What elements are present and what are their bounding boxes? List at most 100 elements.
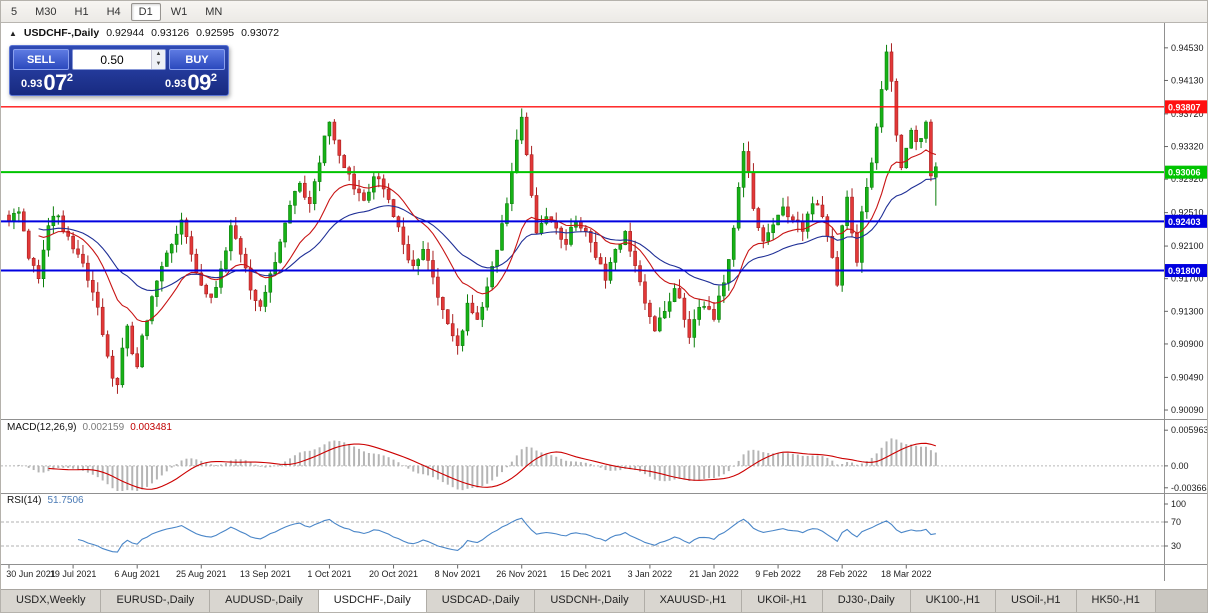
timeframe-button-h4[interactable]: H4	[106, 5, 121, 18]
price-tick: 0.90900	[1171, 339, 1204, 349]
rsi-value: 51.7506	[47, 495, 84, 506]
svg-text:0.93807: 0.93807	[1168, 102, 1201, 112]
chart-title: ▲ USDCHF-,Daily 0.92944 0.93126 0.92595 …	[9, 27, 279, 39]
price-tag-0.91800	[1165, 264, 1207, 278]
svg-text:25 Aug 2021: 25 Aug 2021	[176, 569, 227, 579]
svg-text:28 Feb 2022: 28 Feb 2022	[817, 569, 868, 579]
timeframe-button-5[interactable]: 5	[11, 5, 18, 18]
rsi-line	[77, 517, 936, 553]
chart-canvas[interactable]: 0.94530 0.94130 0.93720 0.93320 0.92920 0.925…	[1, 23, 1208, 591]
chart-tab-usdcnh-daily[interactable]: USDCNH-,Daily	[535, 590, 645, 612]
svg-text:30: 30	[1171, 541, 1181, 551]
svg-text:19 Jul 2021: 19 Jul 2021	[50, 569, 97, 579]
volume-input[interactable]	[73, 50, 151, 69]
sell-price-big: 07	[43, 70, 67, 95]
macd-label: MACD(12,26,9) 0.002159 0.003481	[7, 422, 172, 433]
price-tick: 0.94530	[1171, 43, 1204, 53]
svg-text:30 Jun 2021: 30 Jun 2021	[6, 569, 56, 579]
timeframe-button-m30[interactable]: M30	[35, 5, 57, 18]
buy-price[interactable]: 0.93 09 2	[164, 70, 217, 95]
svg-text:1 Oct 2021: 1 Oct 2021	[307, 569, 351, 579]
chart-tab-uk100-h1[interactable]: UK100-,H1	[910, 590, 997, 612]
buy-price-big: 09	[187, 70, 211, 95]
candles-layer	[7, 43, 938, 394]
ohlc-open: 0.92944	[106, 27, 145, 39]
svg-text:-0.003664: -0.003664	[1171, 483, 1208, 493]
timeframe-button-mn[interactable]: MN	[205, 5, 223, 18]
price-tag-0.92403	[1165, 214, 1207, 228]
svg-text:26 Nov 2021: 26 Nov 2021	[496, 569, 547, 579]
rsi-label: RSI(14) 51.7506	[7, 495, 84, 506]
chart-tab-usdx-weekly[interactable]: USDX,Weekly	[1, 590, 102, 612]
price-tick: 0.90090	[1171, 405, 1204, 415]
macd-main-value: 0.002159	[82, 422, 125, 433]
timeframe-button-d1[interactable]: D1	[130, 2, 161, 21]
svg-text:100: 100	[1171, 499, 1186, 509]
svg-text:0.00: 0.00	[1171, 461, 1189, 471]
sell-price-base: 0.93	[21, 78, 43, 90]
rsi-title: RSI(14)	[7, 495, 42, 506]
sell-price-sup: 2	[66, 72, 74, 84]
chart-tab-dj30-daily[interactable]: DJ30-,Daily	[822, 590, 911, 612]
svg-text:70: 70	[1171, 517, 1181, 527]
volume-input-group: ▲ ▼	[72, 49, 166, 70]
macd-signal-line	[48, 442, 937, 490]
timeframe-toolbar: 5 M30 H1 H4 D1 W1 MN	[1, 1, 1207, 23]
volume-decrease-button[interactable]: ▼	[152, 59, 165, 69]
buy-price-sup: 2	[210, 72, 217, 84]
svg-text:6 Aug 2021: 6 Aug 2021	[114, 569, 160, 579]
macd-layer	[1, 429, 1168, 491]
chart-area[interactable]: 0.94530 0.94130 0.93720 0.93320 0.92920 0.925…	[1, 23, 1208, 591]
symbol-label: USDCHF-,Daily	[23, 27, 100, 39]
chart-tab-hk50-h1[interactable]: HK50-,H1	[1076, 590, 1156, 612]
chart-tab-xauusd-h1[interactable]: XAUUSD-,H1	[644, 590, 743, 612]
volume-increase-button[interactable]: ▲	[152, 50, 165, 60]
volume-spinner: ▲ ▼	[151, 50, 165, 69]
price-levels-layer[interactable]	[1, 100, 1208, 278]
price-axis	[1164, 47, 1168, 411]
price-tag-0.93006	[1165, 165, 1207, 179]
ohlc-high: 0.93126	[151, 27, 190, 39]
ohlc-low: 0.92595	[196, 27, 235, 39]
chart-tab-usdchf-daily[interactable]: USDCHF-,Daily	[318, 590, 427, 612]
svg-text:15 Dec 2021: 15 Dec 2021	[560, 569, 611, 579]
price-tick: 0.92510	[1171, 208, 1204, 218]
macd-signal-value: 0.003481	[130, 422, 172, 433]
macd-title: MACD(12,26,9)	[7, 422, 77, 433]
price-tick: 0.91300	[1171, 306, 1204, 316]
timeframe-button-w1[interactable]: W1	[170, 5, 188, 18]
chart-tab-usoil-h1[interactable]: USOil-,H1	[996, 590, 1077, 612]
svg-text:13 Sep 2021: 13 Sep 2021	[240, 569, 291, 579]
rsi-layer	[1, 503, 1168, 553]
svg-text:0.92403: 0.92403	[1168, 217, 1201, 227]
chart-tabs-bar: USDX,Weekly EURUSD-,Daily AUDUSD-,Daily USD…	[1, 589, 1207, 612]
svg-text:18 Mar 2022: 18 Mar 2022	[881, 569, 932, 579]
buy-button[interactable]: BUY	[169, 49, 225, 70]
price-tick: 0.92920	[1171, 174, 1204, 184]
price-tick: 0.92100	[1171, 241, 1204, 251]
chart-tab-usdcad-daily[interactable]: USDCAD-,Daily	[426, 590, 536, 612]
svg-text:0.93006: 0.93006	[1168, 168, 1201, 178]
one-click-toggle-icon[interactable]: ▲	[9, 28, 17, 38]
sell-button[interactable]: SELL	[13, 49, 69, 70]
price-tick: 0.93720	[1171, 109, 1204, 119]
chart-tab-audusd-daily[interactable]: AUDUSD-,Daily	[210, 590, 319, 612]
svg-text:0.91800: 0.91800	[1168, 266, 1201, 276]
date-axis	[8, 565, 907, 569]
price-tick: 0.93320	[1171, 142, 1204, 152]
buy-price-base: 0.93	[164, 78, 187, 90]
svg-text:21 Jan 2022: 21 Jan 2022	[689, 569, 739, 579]
svg-text:3 Jan 2022: 3 Jan 2022	[628, 569, 673, 579]
svg-text:0.005963: 0.005963	[1171, 425, 1208, 435]
price-tick: 0.94130	[1171, 75, 1204, 85]
chart-tab-eurusd-daily[interactable]: EURUSD-,Daily	[101, 590, 211, 612]
price-tick: 0.90490	[1171, 372, 1204, 382]
price-tag-0.93807	[1165, 100, 1207, 114]
price-tick: 0.91700	[1171, 274, 1204, 284]
sell-price[interactable]: 0.93 07 2	[21, 70, 74, 95]
moving-averages-layer	[38, 149, 937, 323]
chart-tab-ukoil-h1[interactable]: UKOil-,H1	[742, 590, 823, 612]
timeframe-button-h1[interactable]: H1	[74, 5, 89, 18]
